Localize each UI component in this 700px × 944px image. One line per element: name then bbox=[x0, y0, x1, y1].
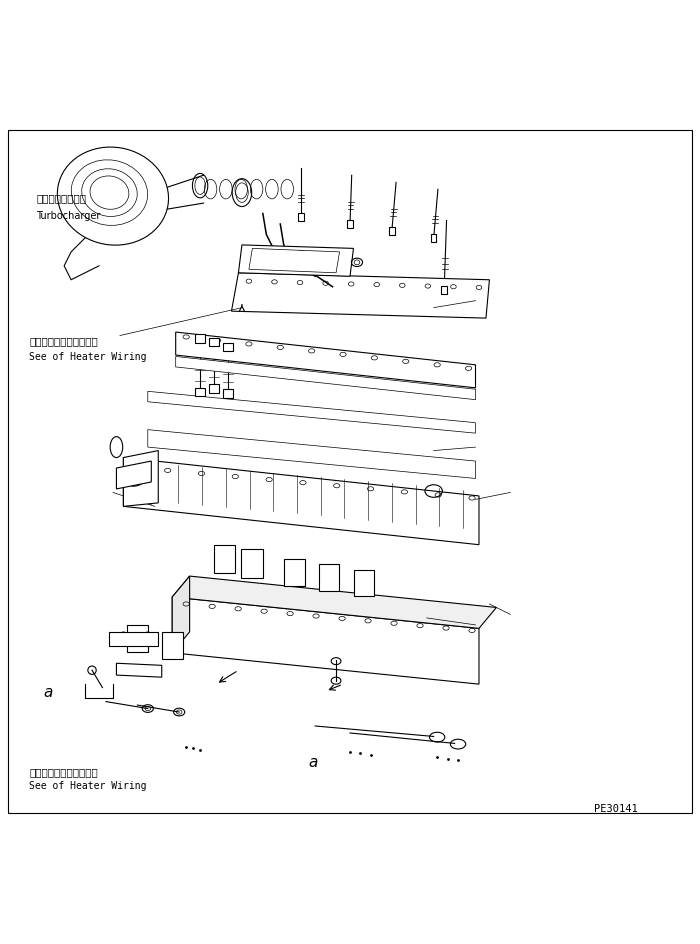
Bar bbox=[298, 213, 304, 222]
Bar bbox=[223, 344, 233, 351]
Bar bbox=[347, 221, 353, 229]
Bar bbox=[214, 545, 235, 573]
Polygon shape bbox=[172, 577, 496, 629]
Polygon shape bbox=[232, 274, 489, 319]
Bar bbox=[389, 228, 395, 236]
Text: ターボチャージャ: ターボチャージャ bbox=[36, 194, 86, 203]
Text: See of Heater Wiring: See of Heater Wiring bbox=[29, 781, 147, 790]
Polygon shape bbox=[123, 458, 479, 545]
Bar bbox=[241, 549, 263, 578]
Bar bbox=[195, 335, 205, 344]
Polygon shape bbox=[116, 664, 162, 678]
Text: ヒータワイヤリング参照: ヒータワイヤリング参照 bbox=[29, 336, 98, 346]
Polygon shape bbox=[249, 249, 340, 274]
Text: a: a bbox=[308, 754, 318, 769]
Bar bbox=[223, 390, 233, 398]
Bar bbox=[441, 287, 447, 295]
Polygon shape bbox=[116, 462, 151, 489]
Polygon shape bbox=[239, 245, 354, 277]
Polygon shape bbox=[148, 392, 475, 433]
Bar bbox=[209, 338, 219, 346]
Polygon shape bbox=[176, 357, 475, 400]
Bar bbox=[354, 570, 374, 597]
Bar bbox=[127, 626, 148, 652]
Polygon shape bbox=[176, 332, 475, 388]
Bar bbox=[162, 632, 183, 660]
Polygon shape bbox=[172, 598, 479, 684]
Ellipse shape bbox=[57, 148, 169, 245]
Text: ヒータワイヤリング参照: ヒータワイヤリング参照 bbox=[29, 766, 98, 776]
Polygon shape bbox=[172, 577, 190, 653]
Text: PE30141: PE30141 bbox=[594, 802, 638, 813]
Polygon shape bbox=[123, 451, 158, 507]
Polygon shape bbox=[148, 430, 475, 479]
Bar bbox=[209, 385, 219, 394]
Text: a: a bbox=[43, 684, 52, 700]
Polygon shape bbox=[109, 632, 158, 646]
Text: Turbocharger: Turbocharger bbox=[36, 211, 101, 221]
Bar bbox=[284, 560, 304, 586]
Bar bbox=[195, 388, 205, 396]
Bar bbox=[318, 565, 340, 591]
Bar bbox=[431, 234, 437, 243]
Text: See of Heater Wiring: See of Heater Wiring bbox=[29, 351, 147, 362]
